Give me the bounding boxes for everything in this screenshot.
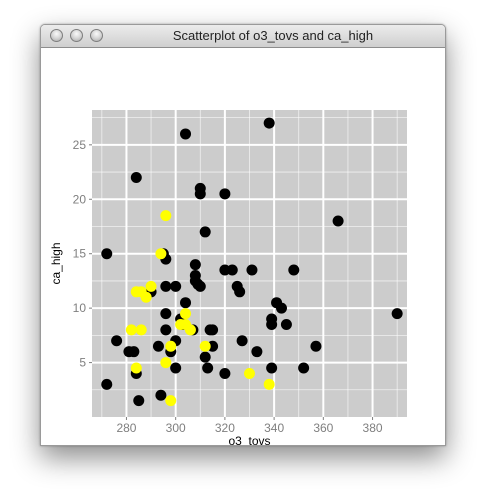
plot-area: 280 300 320 340 360 380 5 10 15 20 25 o3_tovs ca_h… xyxy=(41,48,445,445)
yellow-data-point xyxy=(199,340,211,352)
black-data-point xyxy=(219,188,231,200)
black-data-point xyxy=(202,362,214,374)
black-data-point xyxy=(246,264,258,276)
x-tick-label: 360 xyxy=(313,421,333,435)
yellow-data-point xyxy=(244,367,255,379)
black-data-point xyxy=(275,302,287,314)
black-data-point xyxy=(266,318,278,330)
black-data-point xyxy=(101,248,113,260)
black-data-point xyxy=(194,188,206,200)
yellow-data-point xyxy=(140,291,152,303)
yellow-data-point xyxy=(180,308,192,320)
y-tick-label: 20 xyxy=(73,192,87,206)
yellow-data-point xyxy=(165,340,177,352)
black-data-point xyxy=(160,308,172,320)
black-data-point xyxy=(170,362,182,374)
yellow-data-point xyxy=(125,324,137,336)
black-data-point xyxy=(207,324,219,336)
x-tick-label: 300 xyxy=(166,421,186,435)
axis-ticks: 280 300 320 340 360 380 5 10 15 20 25 xyxy=(73,138,383,435)
y-tick-label: 25 xyxy=(73,138,87,152)
yellow-data-point xyxy=(145,280,157,292)
black-data-point xyxy=(152,340,164,352)
x-axis-label: o3_tovs xyxy=(228,434,270,445)
data-points xyxy=(101,117,403,407)
yellow-data-point xyxy=(263,378,275,390)
x-tick-label: 320 xyxy=(215,421,235,435)
yellow-data-point xyxy=(155,248,167,260)
black-data-point xyxy=(128,346,140,358)
black-data-point xyxy=(133,395,145,407)
y-tick-label: 5 xyxy=(79,356,86,370)
x-tick-label: 340 xyxy=(264,421,284,435)
black-data-point xyxy=(226,264,238,276)
black-data-point xyxy=(199,226,211,238)
black-data-point xyxy=(111,335,123,347)
black-data-point xyxy=(199,351,211,363)
black-data-point xyxy=(263,117,275,129)
scatterplot-chart: 280 300 320 340 360 380 5 10 15 20 25 o3_tovs ca_h… xyxy=(49,110,407,445)
black-data-point xyxy=(236,335,248,347)
zoom-button[interactable] xyxy=(90,29,103,42)
black-data-point xyxy=(280,318,292,330)
title-bar[interactable]: Scatterplot of o3_tovs and ca_high xyxy=(41,25,445,48)
grid-lines xyxy=(92,110,407,417)
black-data-point xyxy=(332,215,344,227)
y-tick-label: 15 xyxy=(73,247,87,261)
black-data-point xyxy=(189,259,201,271)
black-data-point xyxy=(130,171,142,183)
black-data-point xyxy=(391,308,403,320)
black-data-point xyxy=(194,280,206,292)
black-data-point xyxy=(170,280,182,292)
black-data-point xyxy=(288,264,300,276)
y-tick-label: 10 xyxy=(73,301,87,315)
yellow-data-point xyxy=(160,210,172,222)
black-data-point xyxy=(251,346,263,358)
yellow-data-point xyxy=(135,324,147,336)
black-data-point xyxy=(160,324,172,336)
black-data-point xyxy=(180,297,192,309)
black-data-point xyxy=(101,378,113,390)
yellow-data-point xyxy=(130,362,142,374)
series-group xyxy=(125,210,275,407)
yellow-data-point xyxy=(165,395,177,407)
black-data-point xyxy=(266,362,278,374)
black-data-point xyxy=(234,286,246,298)
close-button[interactable] xyxy=(50,29,63,42)
x-tick-label: 280 xyxy=(116,421,136,435)
black-data-point xyxy=(180,128,192,140)
plot-window: Scatterplot of o3_tovs and ca_high 280 30… xyxy=(40,24,446,446)
y-axis-label: ca_high xyxy=(49,242,63,284)
black-data-point xyxy=(310,340,322,352)
window-title: Scatterplot of o3_tovs and ca_high xyxy=(172,28,374,43)
black-data-point xyxy=(298,362,310,374)
yellow-data-point xyxy=(184,324,196,336)
minimize-button[interactable] xyxy=(70,29,83,42)
black-data-point xyxy=(219,367,231,379)
black-data-point xyxy=(155,389,167,401)
x-tick-label: 380 xyxy=(363,421,383,435)
black-data-point xyxy=(160,280,172,292)
yellow-data-point xyxy=(160,357,172,369)
